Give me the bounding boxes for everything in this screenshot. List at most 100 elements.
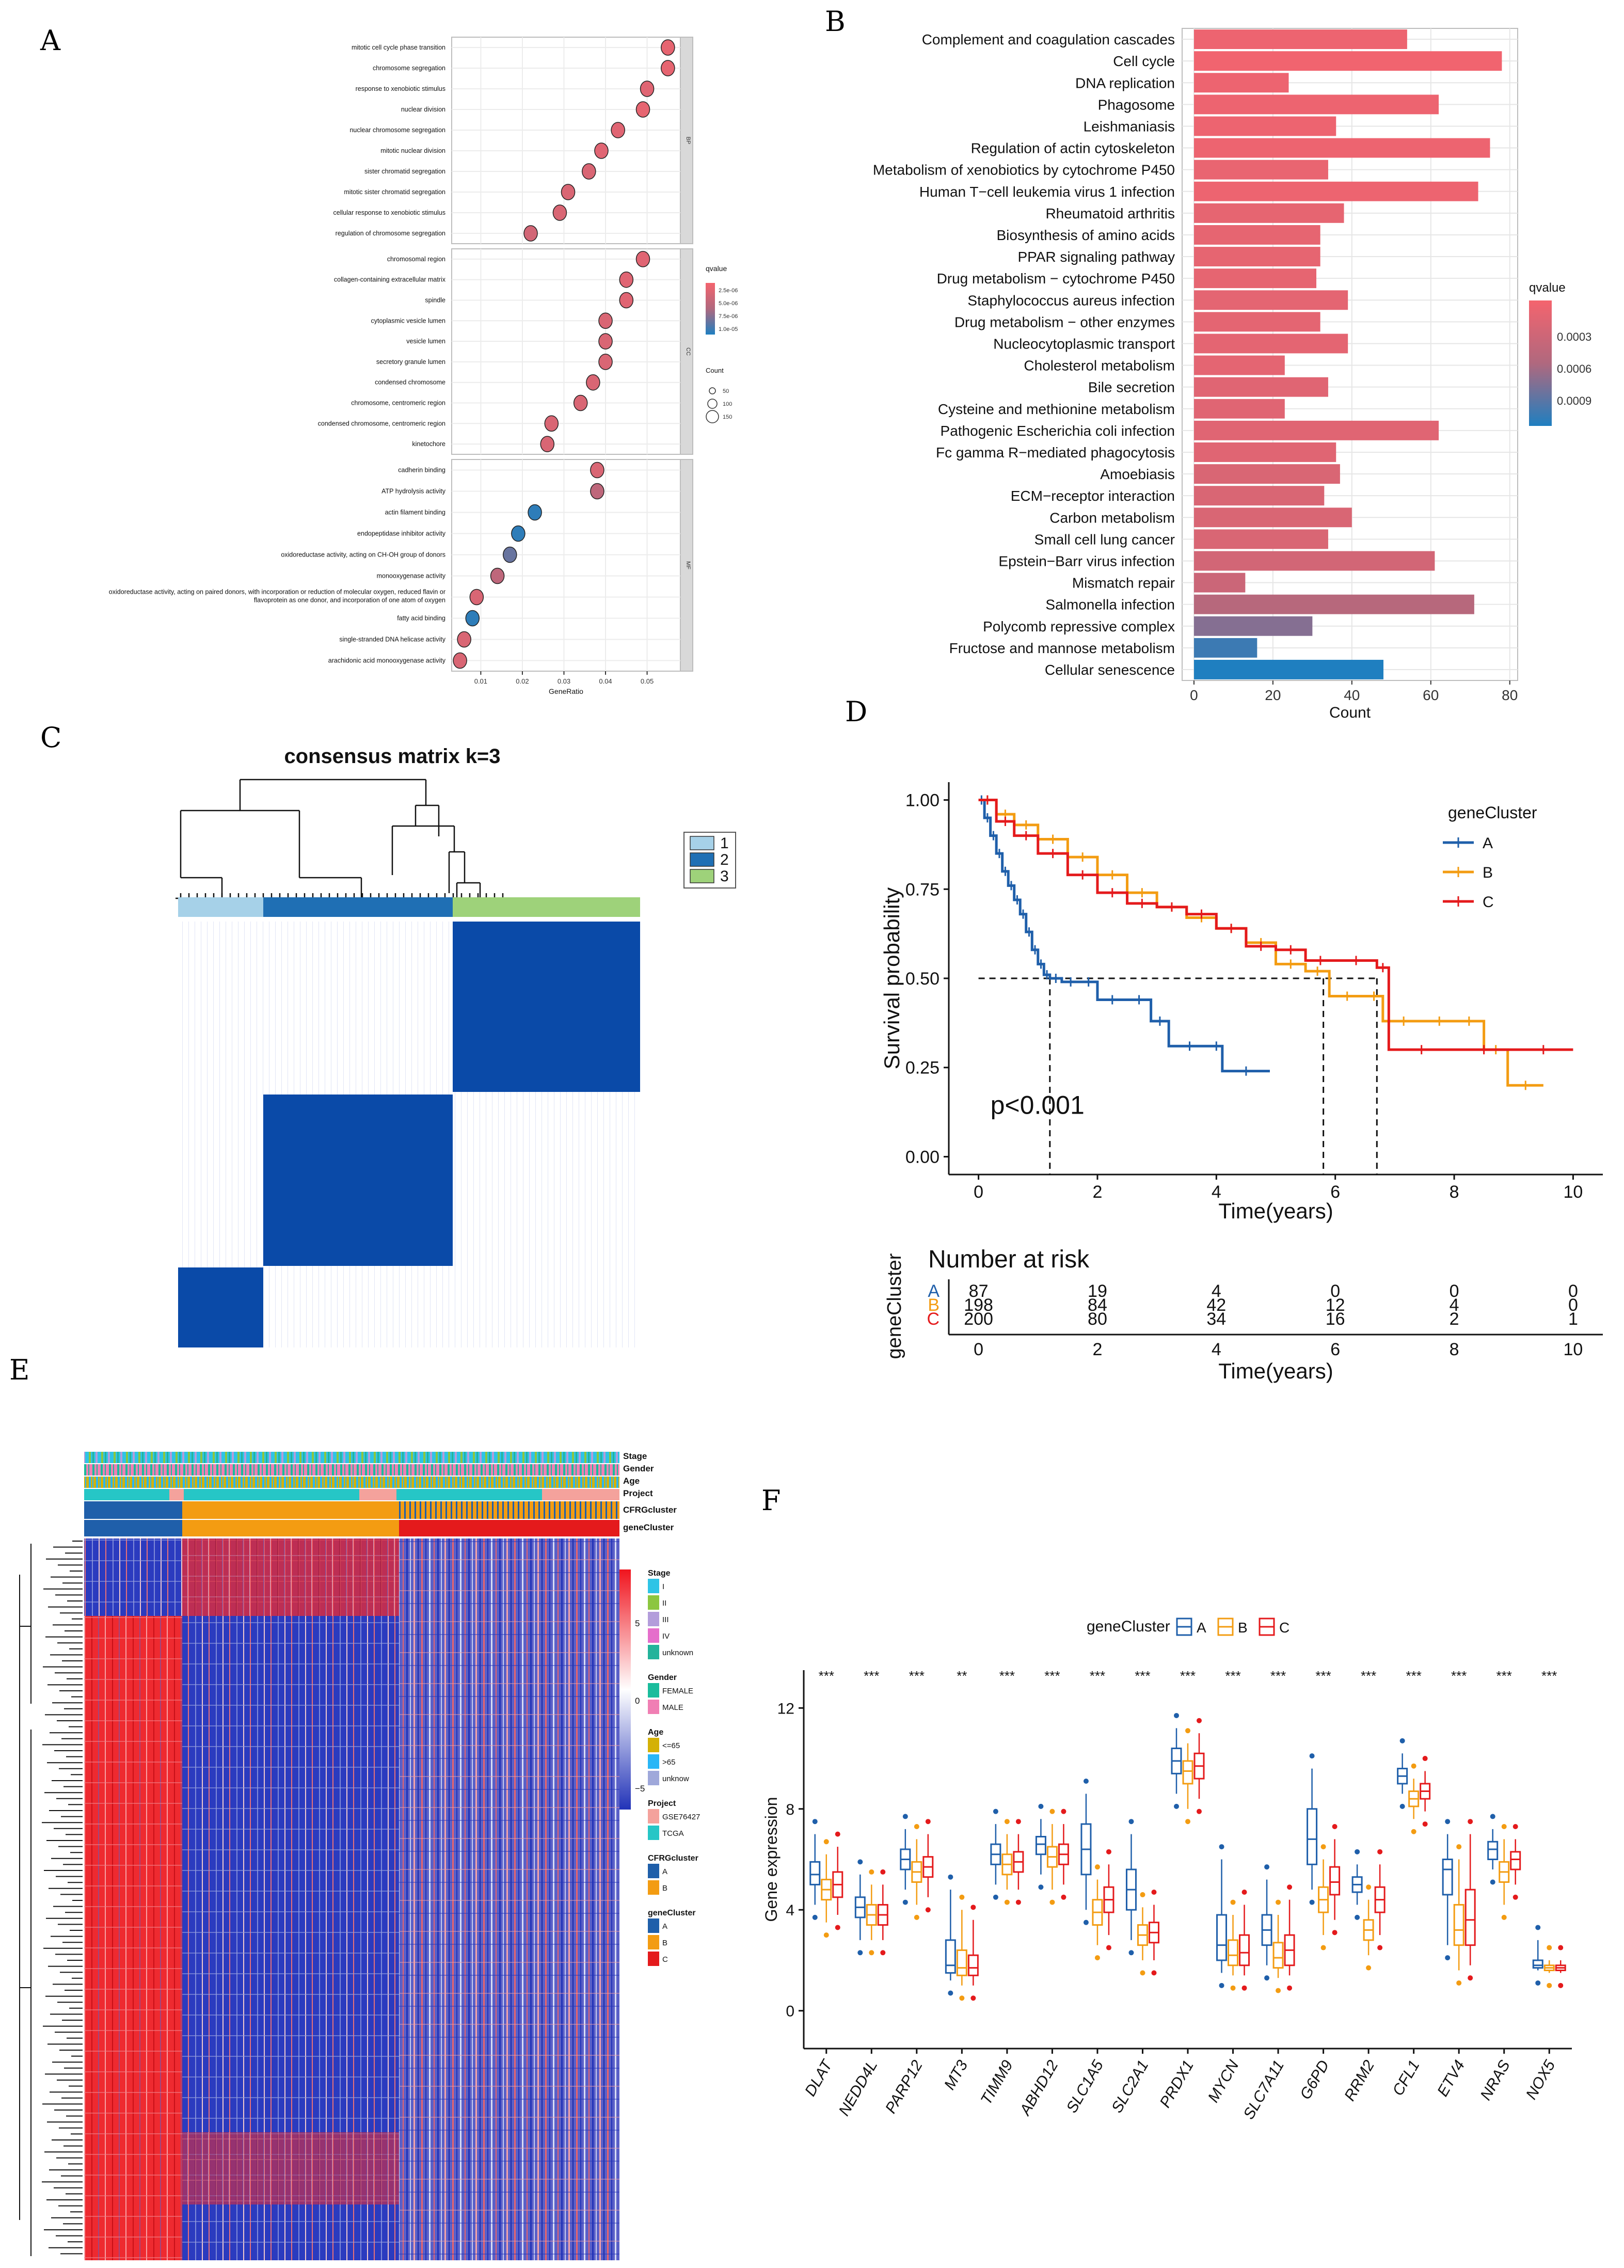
box-outlier — [1535, 1980, 1541, 1986]
x-axis-title: Count — [1329, 704, 1371, 721]
go-term-label: condensed chromosome — [375, 379, 445, 386]
box-outlier — [835, 1831, 840, 1837]
heatmap-legend-label: A — [662, 1922, 667, 1931]
legend-label: A — [1197, 1620, 1206, 1636]
x-tick-label: 0 — [974, 1182, 983, 1202]
go-term-label-line: oxidoreductase activity, acting on paire… — [109, 589, 445, 596]
kegg-term-label: Polycomb repressive complex — [983, 618, 1175, 635]
legend-tick-label: 0.0003 — [1557, 330, 1591, 343]
go-term-dot — [503, 546, 517, 563]
box-outlier — [1094, 1864, 1100, 1870]
box-outlier — [1332, 1930, 1338, 1936]
box-outlier — [1512, 1894, 1518, 1900]
go-term-label: oxidoreductase activity, acting on paire… — [109, 589, 445, 604]
significance-label: ** — [957, 1668, 967, 1684]
risk-count: 0 — [1568, 1281, 1578, 1301]
legend-label: C — [1279, 1620, 1289, 1636]
consensus-legend-label: 3 — [720, 868, 729, 885]
risk-count: 2 — [1450, 1309, 1459, 1329]
panel-letter-e: E — [9, 1354, 29, 1386]
gene-label: DLAT — [802, 2056, 836, 2099]
x-tick-label: 0.02 — [516, 677, 529, 685]
box-outlier — [1445, 1955, 1451, 1961]
consensus-legend-swatch — [690, 852, 714, 867]
box-outlier — [925, 1907, 931, 1913]
go-term-label: chromosome, centromeric region — [351, 400, 445, 407]
x-axis-title: Time(years) — [1218, 1199, 1333, 1223]
go-term-dot — [561, 184, 576, 200]
significance-label: *** — [1315, 1668, 1331, 1684]
legend-tick-label: 5.0e-06 — [719, 300, 738, 307]
risk-row-label: A — [928, 1281, 940, 1301]
facet-strip-bp — [680, 37, 693, 244]
box-outlier — [1083, 1920, 1089, 1925]
heatmap-legend-label: GSE76427 — [662, 1813, 700, 1821]
box-outlier — [880, 1869, 886, 1875]
y-tick-label: 4 — [786, 1902, 794, 1919]
risk-row-label: C — [927, 1309, 940, 1329]
heatmap-legend-swatch — [648, 1880, 659, 1895]
gene-label: NRAS — [1477, 2057, 1514, 2103]
gene-label: SLC1A5 — [1063, 2057, 1107, 2116]
go-term-dot — [598, 333, 613, 350]
kegg-term-label: Biosynthesis of amino acids — [996, 227, 1175, 243]
consensus-title: consensus matrix k=3 — [284, 745, 500, 768]
box-outlier — [1049, 1899, 1055, 1905]
box-outlier — [1558, 1945, 1564, 1950]
go-term-dot — [619, 292, 634, 309]
go-term-dot — [590, 483, 604, 500]
box-outlier — [857, 1950, 863, 1956]
box-iqr — [945, 1939, 956, 1974]
go-term-label: spindle — [425, 297, 445, 304]
heatmap-legend-label: MALE — [662, 1703, 683, 1712]
heatmap-band — [84, 2132, 399, 2204]
kegg-term-label: Phagosome — [1098, 97, 1175, 113]
gene-label: PARP12 — [882, 2057, 926, 2116]
box-outlier — [1501, 1823, 1507, 1829]
box-outlier — [812, 1914, 818, 1920]
gene-label: PRDX1 — [1156, 2057, 1197, 2111]
box-outlier — [1445, 1819, 1451, 1825]
kegg-bar — [1193, 551, 1435, 571]
facet-strip-label: MF — [685, 561, 691, 569]
risk-count: 4 — [1212, 1281, 1221, 1301]
annotation-row-label: Gender — [623, 1464, 654, 1473]
heatmap-legend-swatch — [648, 1683, 659, 1698]
kegg-bar — [1193, 247, 1320, 266]
heatmap-legend-swatch — [648, 1935, 659, 1949]
box-outlier — [1399, 1738, 1405, 1743]
go-term-label: cellular response to xenobiotic stimulus — [333, 209, 445, 216]
go-term-dot — [598, 354, 613, 370]
x-tick-label: 8 — [1450, 1182, 1459, 1202]
heatmap-legend-label: B — [662, 1884, 667, 1893]
box-outlier — [1547, 1982, 1552, 1988]
box-outlier — [1083, 1779, 1089, 1784]
heatmap-block-c — [399, 1539, 619, 2260]
kegg-term-label: Carbon metabolism — [1049, 510, 1175, 526]
kegg-term-label: Cysteine and methionine metabolism — [938, 401, 1175, 417]
consensus-block-2 — [263, 1095, 453, 1266]
annotation-track-age — [84, 1477, 619, 1488]
kegg-term-label: Rheumatoid arthritis — [1045, 205, 1175, 221]
kegg-term-label: Fructose and mannose metabolism — [949, 640, 1175, 656]
box-iqr — [1329, 1866, 1341, 1896]
expression-scale-label: 0 — [635, 1696, 640, 1706]
project-segment — [359, 1489, 396, 1500]
risk-count: 42 — [1206, 1295, 1226, 1315]
box-outlier — [914, 1914, 919, 1920]
go-term-label: fatty acid binding — [397, 615, 445, 622]
size-legend-circle — [709, 387, 716, 394]
kegg-term-label: Drug metabolism − other enzymes — [954, 314, 1175, 330]
box-outlier — [1422, 1821, 1428, 1827]
box-outlier — [948, 1990, 953, 1996]
box-outlier — [812, 1819, 818, 1825]
box-outlier — [1128, 1819, 1134, 1825]
facet-strip-label: CC — [685, 347, 691, 356]
box-outlier — [1140, 1970, 1145, 1976]
x-tick-label: 10 — [1563, 1182, 1583, 1202]
heatmap-legend-title: Project — [648, 1799, 676, 1808]
y-tick-label: 0 — [786, 2003, 794, 2020]
risk-table-title: Number at risk — [928, 1246, 1090, 1273]
kegg-bar — [1193, 268, 1316, 289]
